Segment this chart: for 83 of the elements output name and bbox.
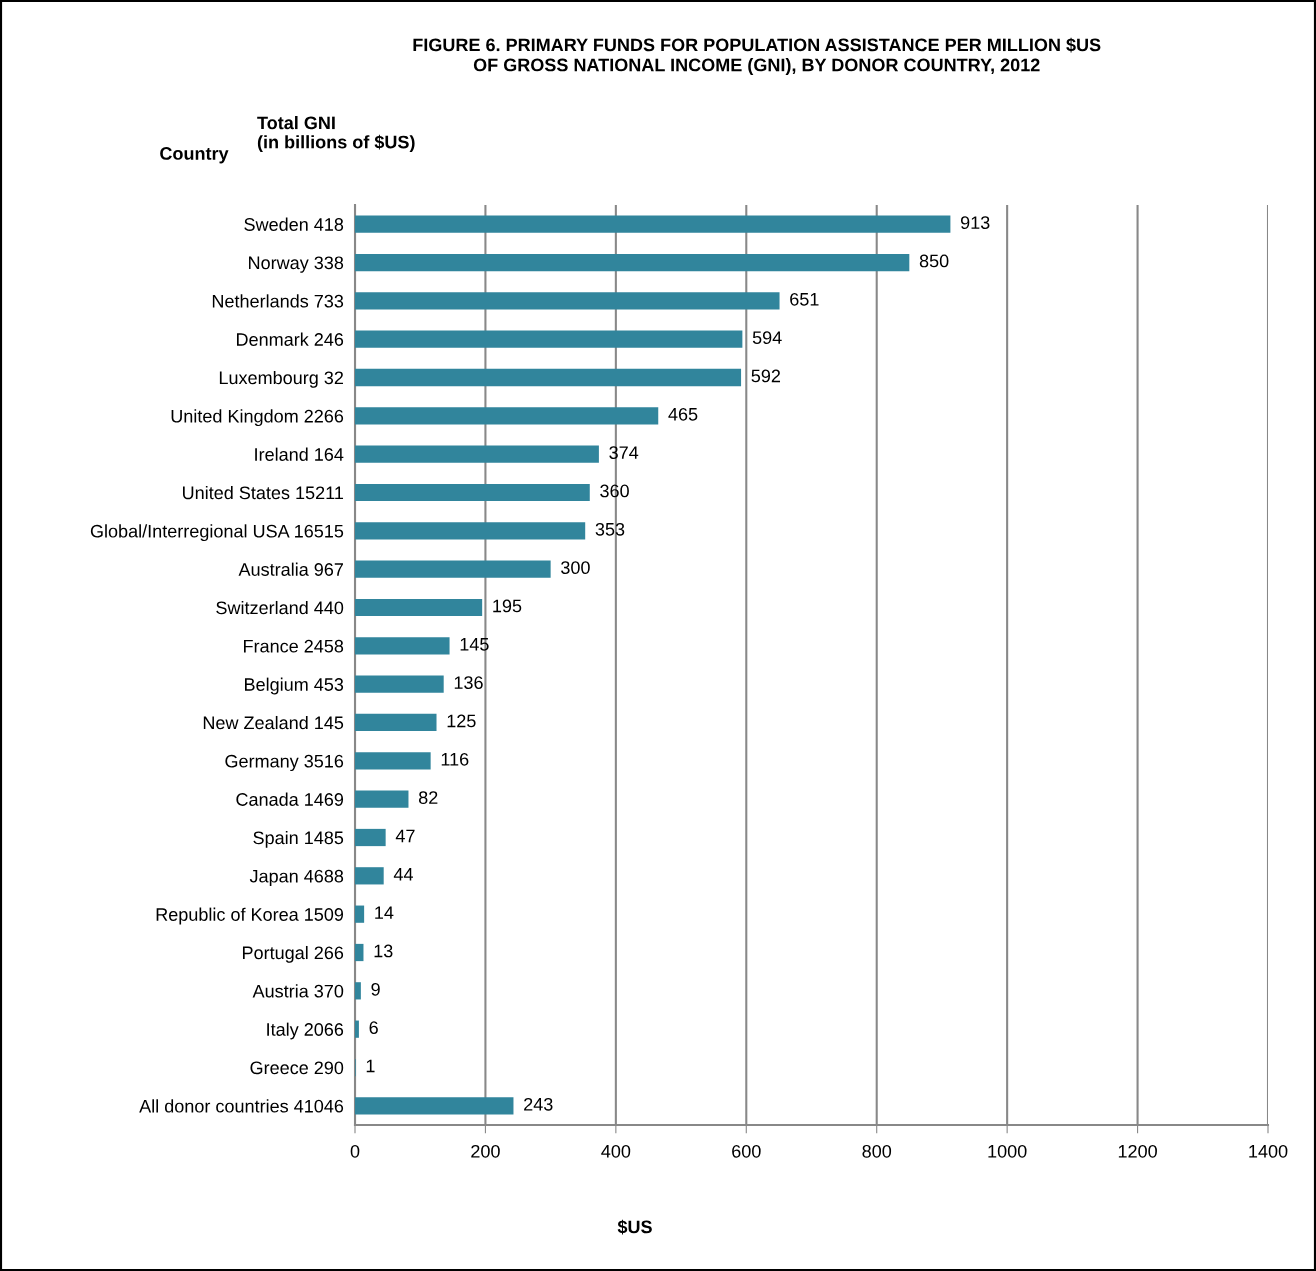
data-label: 353 xyxy=(595,522,625,536)
data-label: 145 xyxy=(460,638,489,651)
data-label: 1 xyxy=(366,1059,375,1073)
data-label: 594 xyxy=(752,331,782,345)
bar xyxy=(355,330,743,348)
data-label: 243 xyxy=(524,1097,553,1111)
y-tick-label: Canada 1469 xyxy=(236,792,344,806)
y-tick-label: Luxembourg 32 xyxy=(219,370,343,388)
y-tick-label: Belgium 453 xyxy=(245,677,344,695)
bar xyxy=(355,292,780,310)
chart-title: FIGURE 6. PRIMARY FUNDS FOR POPULATION ASSISTANCE PER MILLION $US OF GROSS NATIONAL INCOME (GNI), BY DONOR COUNTRY, 2012 xyxy=(413,37,1101,75)
y-tick-label: Austria 370 xyxy=(252,984,344,998)
bar xyxy=(355,368,742,387)
bar xyxy=(355,407,659,425)
data-label: 465 xyxy=(668,407,698,421)
x-axis-title: $US xyxy=(617,1219,652,1235)
bar xyxy=(355,445,599,463)
data-label: 125 xyxy=(447,714,476,728)
bar xyxy=(355,713,437,732)
y-tick-label: Spain 1485 xyxy=(253,830,344,848)
y-tick-label: Switzerland 440 xyxy=(216,600,344,615)
data-label: 44 xyxy=(393,868,413,881)
data-label: 850 xyxy=(919,254,949,268)
data-label: 913 xyxy=(960,216,990,230)
bar xyxy=(355,790,409,808)
data-label: 374 xyxy=(609,446,639,460)
bar xyxy=(355,752,431,770)
y-tick-label: Republic of Korea 1509 xyxy=(156,907,344,925)
data-label: 360 xyxy=(600,484,629,498)
bar xyxy=(355,867,384,885)
y-tick-label: Denmark 246 xyxy=(236,332,344,346)
bar xyxy=(355,828,386,847)
y-tick-label: United Kingdom 2266 xyxy=(171,409,344,427)
y-tick-label: Italy 2066 xyxy=(267,1022,344,1040)
bar xyxy=(355,560,551,578)
y-axis-title: Country xyxy=(160,147,229,164)
bar xyxy=(355,905,365,923)
data-label: 9 xyxy=(371,982,380,996)
data-label: 6 xyxy=(369,1021,378,1035)
y-tick-label: France 2458 xyxy=(244,639,344,653)
bar xyxy=(355,215,951,233)
x-tick-label: 200 xyxy=(471,1144,500,1158)
data-label: 14 xyxy=(375,906,394,919)
bar xyxy=(355,598,483,617)
bar xyxy=(355,943,364,962)
bar xyxy=(355,982,361,1000)
y-tick-label: Norway 338 xyxy=(249,256,344,273)
bar xyxy=(355,1020,359,1038)
y-tick-label: Ireland 164 xyxy=(255,447,344,461)
y-tick-label: Portugal 266 xyxy=(242,945,344,963)
x-tick-label: 0 xyxy=(350,1144,360,1158)
y-tick-label: Australia 967 xyxy=(238,562,343,576)
y-tick-label: Japan 4688 xyxy=(249,869,344,887)
bar xyxy=(355,522,586,540)
x-tick-label: 800 xyxy=(862,1144,892,1158)
y-tick-label: Netherlands 733 xyxy=(212,294,344,308)
y-tick-label: Sweden 418 xyxy=(244,217,344,231)
bar xyxy=(355,483,590,502)
y-tick-label: Germany 3516 xyxy=(225,754,344,772)
bar xyxy=(355,637,450,655)
data-label: 195 xyxy=(493,599,522,613)
data-label: 13 xyxy=(374,944,393,958)
text: Total GNI (in billions of $US) xyxy=(257,116,415,152)
data-label: 47 xyxy=(395,829,415,843)
data-label: 116 xyxy=(441,752,469,766)
y-tick-label: United States 15211 xyxy=(183,485,344,500)
data-label: 300 xyxy=(561,561,590,575)
data-label: 592 xyxy=(751,369,781,383)
y-tick-label: Greece 290 xyxy=(250,1061,344,1075)
x-tick-label: 400 xyxy=(601,1144,631,1158)
y-tick-label: New Zealand 145 xyxy=(203,715,344,730)
bar xyxy=(355,1097,514,1115)
y-tick-label: Global/Interregional USA 16515 xyxy=(90,524,344,542)
y-tick-label: All donor countries 41046 xyxy=(139,1099,344,1113)
data-label: 82 xyxy=(418,791,438,805)
x-tick-label: 1000 xyxy=(988,1144,1027,1158)
x-tick-label: 1200 xyxy=(1118,1144,1157,1158)
data-label: 651 xyxy=(790,292,819,306)
bar xyxy=(355,253,910,272)
data-label: 136 xyxy=(454,676,483,690)
x-tick-label: 600 xyxy=(732,1144,761,1158)
x-tick-label: 1400 xyxy=(1249,1144,1288,1158)
bar xyxy=(355,675,444,693)
